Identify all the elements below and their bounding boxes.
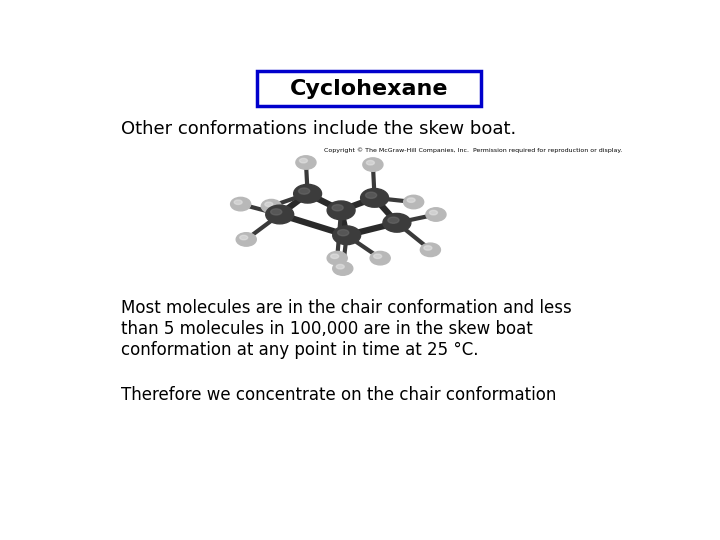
Ellipse shape — [299, 188, 310, 194]
Text: than 5 molecules in 100,000 are in the skew boat: than 5 molecules in 100,000 are in the s… — [121, 320, 533, 338]
Ellipse shape — [338, 230, 348, 236]
Ellipse shape — [407, 198, 415, 202]
Text: Copyright © The McGraw-Hill Companies, Inc.  Permission required for reproductio: Copyright © The McGraw-Hill Companies, I… — [324, 147, 623, 153]
Ellipse shape — [404, 195, 423, 209]
Ellipse shape — [294, 184, 322, 203]
Text: conformation at any point in time at 25 °C.: conformation at any point in time at 25 … — [121, 341, 478, 359]
Ellipse shape — [236, 233, 256, 246]
Text: Cyclohexane: Cyclohexane — [289, 79, 449, 99]
Ellipse shape — [370, 252, 390, 265]
Ellipse shape — [330, 254, 338, 259]
Ellipse shape — [336, 265, 344, 269]
Ellipse shape — [327, 252, 347, 265]
Ellipse shape — [333, 226, 361, 245]
Ellipse shape — [374, 254, 382, 259]
Ellipse shape — [261, 199, 282, 213]
Ellipse shape — [424, 246, 432, 250]
Ellipse shape — [361, 188, 389, 207]
Ellipse shape — [240, 235, 248, 240]
Ellipse shape — [333, 262, 353, 275]
Ellipse shape — [426, 208, 446, 221]
Ellipse shape — [230, 197, 251, 211]
Ellipse shape — [266, 205, 294, 224]
Ellipse shape — [265, 202, 273, 206]
Ellipse shape — [366, 160, 374, 165]
Ellipse shape — [234, 200, 242, 205]
Ellipse shape — [327, 201, 355, 220]
Ellipse shape — [296, 156, 316, 169]
Text: Therefore we concentrate on the chair conformation: Therefore we concentrate on the chair co… — [121, 386, 556, 404]
Ellipse shape — [366, 192, 377, 198]
Ellipse shape — [383, 213, 411, 232]
Ellipse shape — [420, 243, 441, 256]
Ellipse shape — [429, 211, 438, 215]
Ellipse shape — [332, 205, 343, 211]
Ellipse shape — [300, 158, 307, 163]
Ellipse shape — [363, 158, 383, 171]
FancyBboxPatch shape — [258, 71, 481, 106]
Text: Other conformations include the skew boat.: Other conformations include the skew boa… — [121, 120, 516, 138]
Ellipse shape — [388, 217, 399, 224]
Text: Most molecules are in the chair conformation and less: Most molecules are in the chair conforma… — [121, 299, 572, 317]
Ellipse shape — [271, 209, 282, 215]
